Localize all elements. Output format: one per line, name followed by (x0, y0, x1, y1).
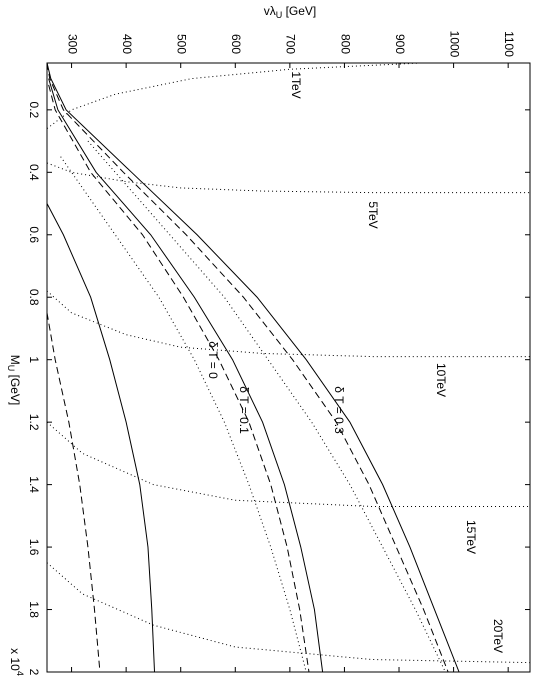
plot-area (47, 63, 530, 672)
x-tick-label: 1.4 (27, 476, 41, 493)
y-tick-label: 900 (393, 34, 407, 54)
y-tick-label: 1000 (447, 31, 461, 58)
plot-frame (46, 62, 531, 673)
annotation: 15TeV (464, 520, 478, 554)
y-tick-label: 400 (120, 34, 134, 54)
y-tick-label: 600 (229, 34, 243, 54)
x-axis-title: MU [GeV] (6, 355, 22, 406)
curve (47, 562, 530, 664)
annotation: 1TeV (289, 71, 303, 98)
annotation: 20TeV (491, 619, 505, 653)
curve (47, 162, 530, 194)
annotation: δ T = 0.1 (237, 386, 251, 434)
y-tick-label: 1100 (502, 31, 516, 57)
curve (47, 290, 530, 358)
curve (60, 156, 307, 672)
annotation: 5TeV (366, 201, 380, 228)
x-tick-label: 0.2 (27, 102, 41, 119)
curve (48, 84, 310, 672)
annotation: 10TeV (434, 363, 448, 397)
annotation: δ T = 0.3 (332, 386, 346, 434)
x-multiplier: x 104 (8, 648, 25, 676)
x-tick-label: 2 (27, 669, 41, 676)
y-tick-label: 500 (175, 34, 189, 54)
x-tick-label: 0.6 (27, 226, 41, 243)
y-tick-label: 300 (65, 34, 79, 54)
x-tick-label: 1.2 (27, 414, 41, 431)
curve (47, 63, 449, 672)
curve (47, 421, 530, 507)
y-tick-label: 800 (338, 34, 352, 54)
curve (87, 140, 446, 672)
x-tick-label: 0.8 (27, 289, 41, 306)
x-tick-label: 1.8 (27, 601, 41, 618)
y-tick-label: 700 (284, 34, 298, 54)
curve (47, 312, 101, 672)
curve (47, 63, 460, 672)
annotation: δ T = 0 (206, 341, 220, 379)
x-tick-label: 1 (27, 356, 41, 363)
curve (48, 78, 324, 672)
curve (47, 203, 156, 672)
curve (47, 63, 421, 129)
x-tick-label: 0.4 (27, 164, 41, 181)
x-tick-label: 1.6 (27, 539, 41, 556)
y-axis-title: vλU [GeV] (264, 4, 317, 20)
